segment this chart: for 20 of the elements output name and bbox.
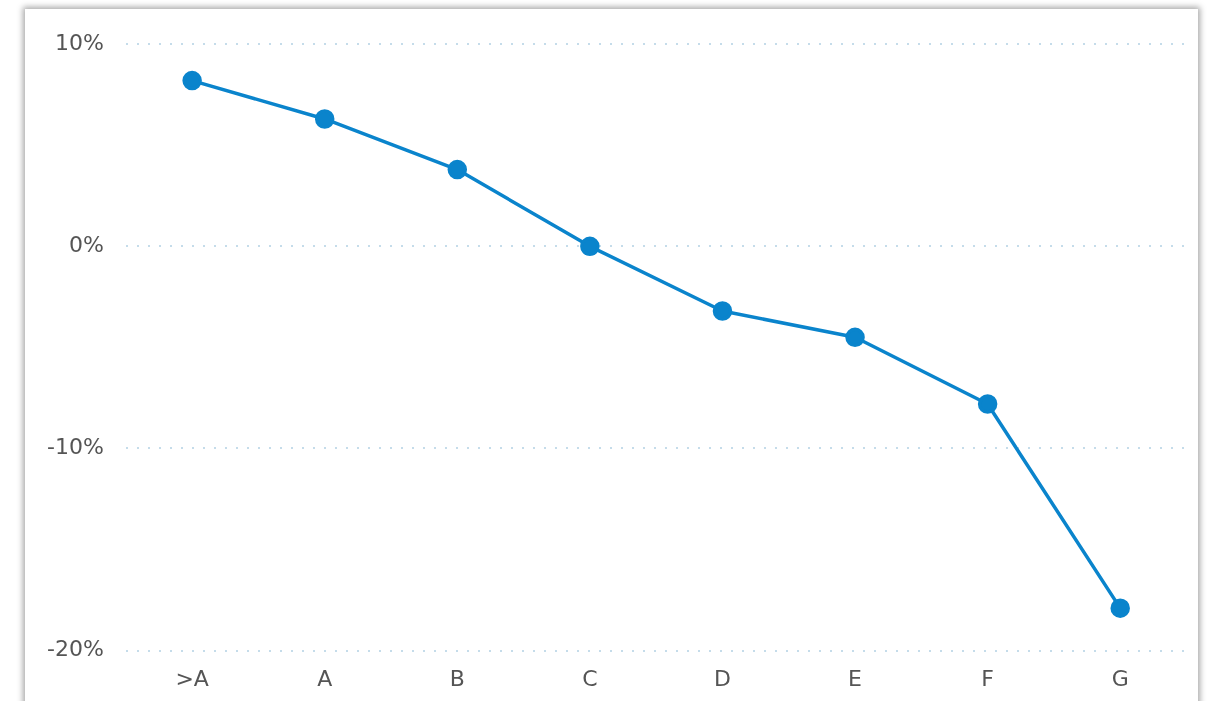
point	[314, 109, 335, 129]
x-tick-label: F	[981, 665, 994, 691]
x-tick-label: B	[449, 665, 465, 691]
point	[182, 70, 202, 91]
y-tick-label: 0%	[68, 232, 104, 258]
point	[1110, 598, 1130, 618]
point	[845, 327, 865, 348]
point	[977, 394, 998, 414]
x-tick-label: G	[1111, 665, 1129, 691]
x-tick-label: D	[713, 665, 731, 691]
y-tick-label: 10%	[54, 29, 104, 55]
x-tick-label: C	[582, 665, 598, 691]
point	[447, 159, 468, 180]
x-tick-label: E	[848, 665, 862, 691]
point	[712, 301, 733, 321]
x-tick-label: >A	[175, 665, 209, 691]
y-tick-label: -10%	[46, 434, 104, 460]
point	[580, 236, 600, 257]
y-tick-label: -20%	[46, 636, 104, 662]
x-tick-label: A	[317, 665, 333, 691]
